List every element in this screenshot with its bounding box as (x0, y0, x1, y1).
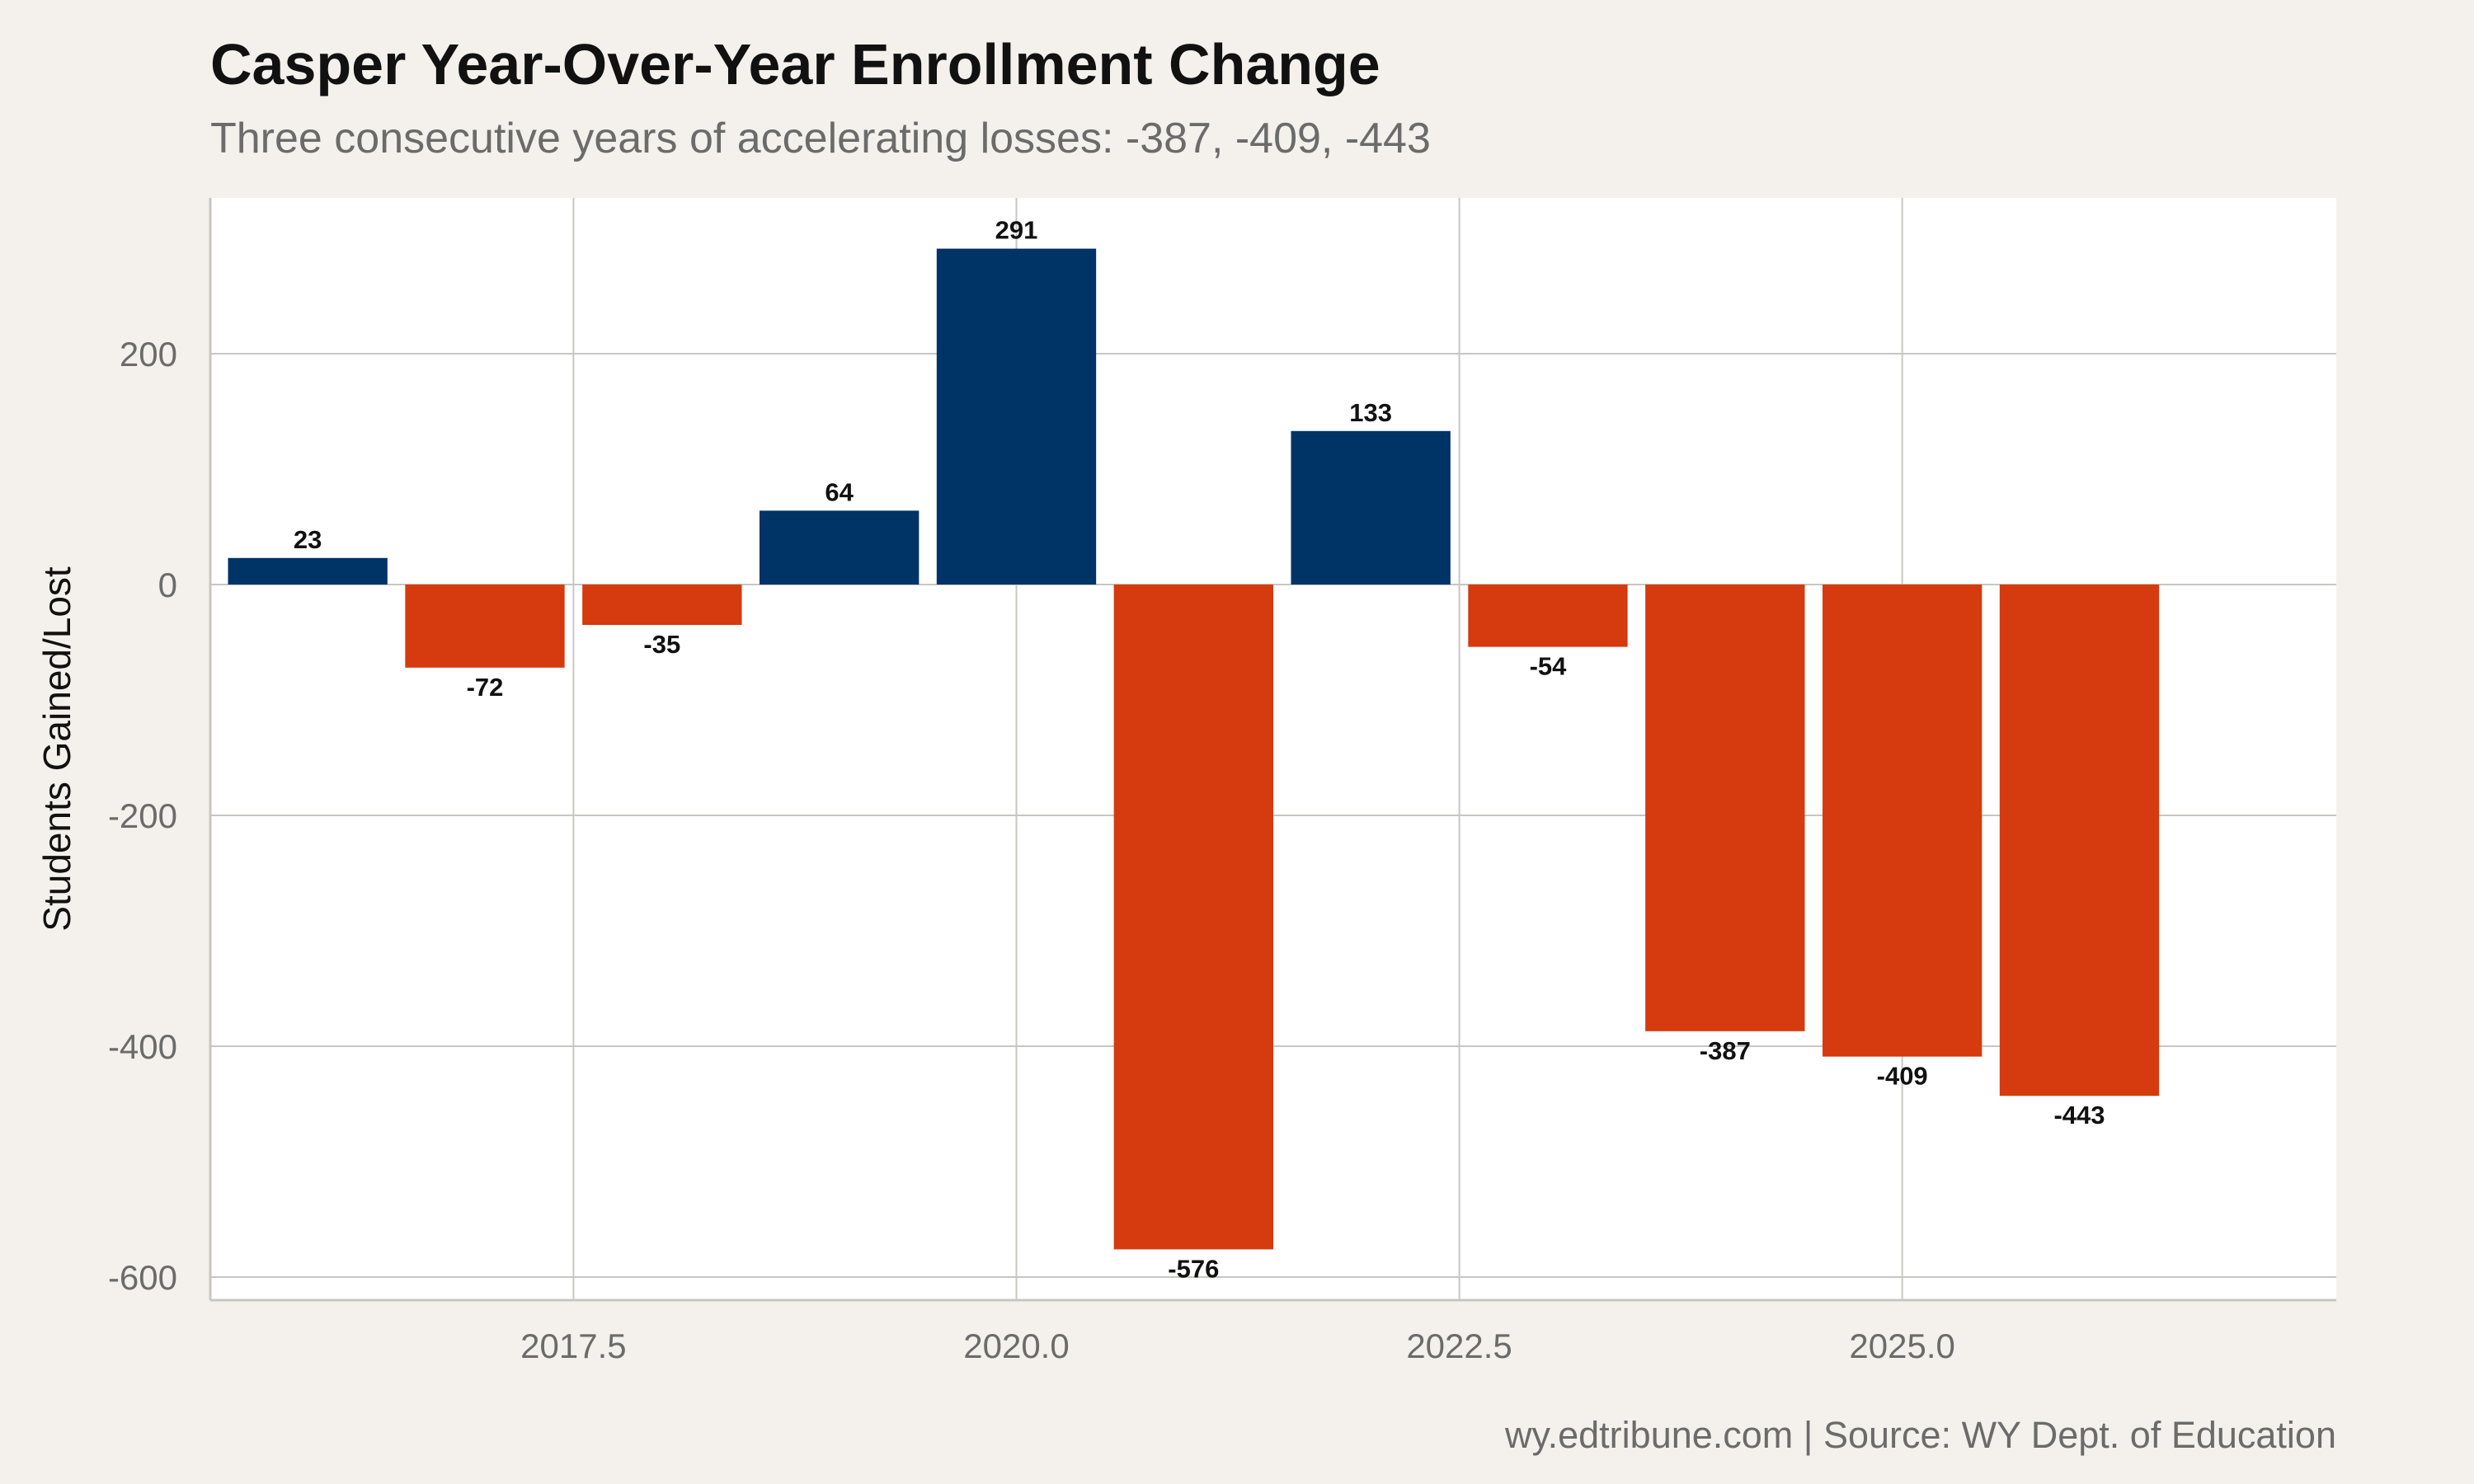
bar-value-label: -72 (467, 673, 504, 702)
bar-loss (1645, 585, 1805, 1031)
source-caption: wy.edtribune.com | Source: WY Dept. of E… (1504, 1414, 2336, 1456)
y-tick-label: -200 (108, 796, 177, 835)
bar-loss (405, 585, 565, 668)
bar-gain (759, 510, 920, 585)
x-tick-label: 2017.5 (520, 1327, 626, 1365)
bar-loss (1999, 585, 2160, 1097)
bar-value-label: 133 (1349, 398, 1392, 427)
bar-value-label: -443 (2053, 1101, 2105, 1129)
x-tick-label: 2025.0 (1849, 1327, 1954, 1365)
bar-value-label: -576 (1168, 1254, 1219, 1283)
bar-value-label: -35 (643, 630, 680, 659)
bar-value-label: -387 (1700, 1036, 1751, 1065)
bar-loss (1822, 585, 1982, 1057)
chart-subtitle: Three consecutive years of accelerating … (210, 115, 1431, 162)
bar-loss (1113, 585, 1273, 1250)
bar-gain (228, 557, 388, 585)
bar-loss (1468, 585, 1628, 647)
bar-value-label: 23 (294, 525, 322, 554)
y-axis-title: Students Gained/Lost (35, 566, 78, 932)
y-tick-label: 200 (120, 335, 177, 373)
bar-gain (1291, 430, 1451, 585)
bar-gain (936, 248, 1097, 585)
x-tick-label: 2020.0 (963, 1327, 1069, 1365)
y-tick-label: 0 (158, 566, 177, 604)
bar-value-label: 64 (825, 477, 854, 506)
bar-loss (582, 585, 742, 625)
bar-value-label: -409 (1877, 1062, 1928, 1091)
bar-value-label: 291 (995, 216, 1038, 245)
y-tick-label: -600 (108, 1258, 177, 1297)
y-tick-label: -400 (108, 1027, 177, 1066)
chart-title: Casper Year-Over-Year Enrollment Change (210, 32, 1380, 96)
bar-value-label: -54 (1530, 652, 1568, 681)
x-tick-label: 2022.5 (1406, 1327, 1512, 1365)
